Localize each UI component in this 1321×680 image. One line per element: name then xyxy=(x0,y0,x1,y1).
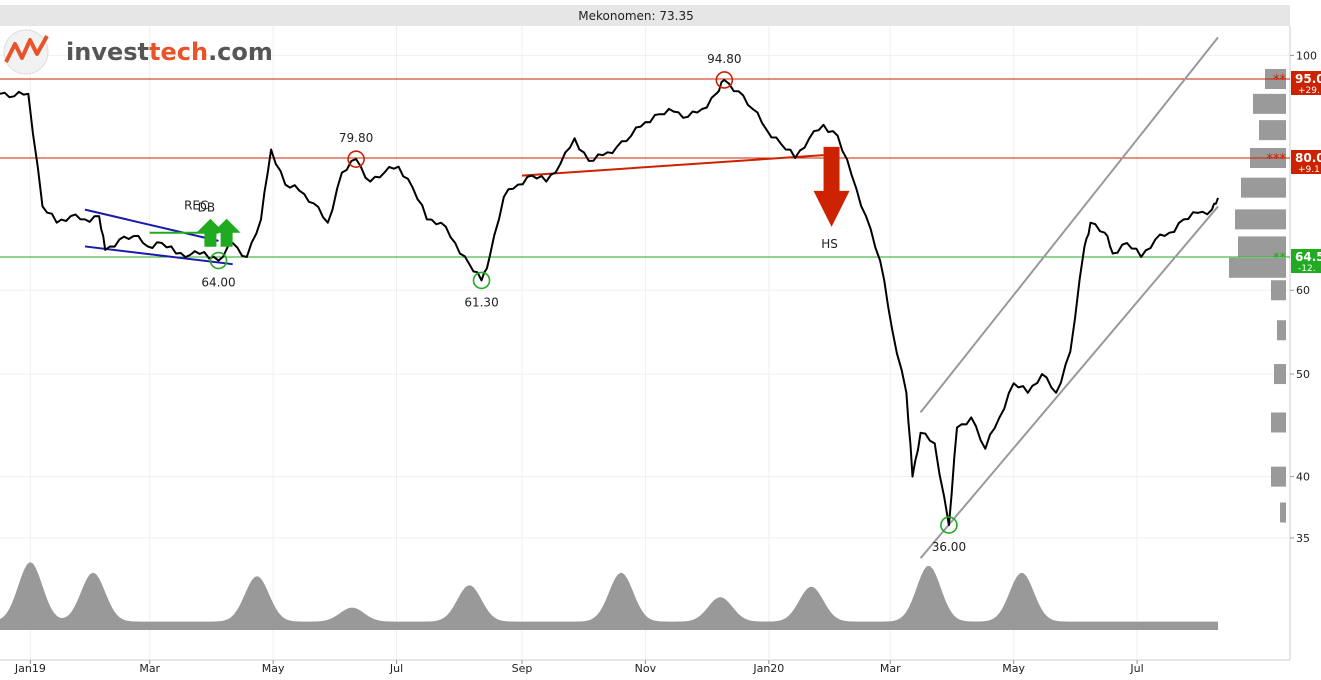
x-tick-label: Mar xyxy=(880,662,901,675)
level-value: 64.5 xyxy=(1295,250,1321,264)
volume-profile-bar xyxy=(1271,280,1286,301)
trend-lines xyxy=(84,36,1219,559)
svg-text:investtech.com: investtech.com xyxy=(66,38,273,66)
buy-signal-arrow-icon xyxy=(196,218,225,247)
trend-line xyxy=(84,245,233,266)
volume-profile-bar xyxy=(1238,236,1286,257)
sell-signal-arrow-icon xyxy=(813,146,850,227)
volume-profile-bar xyxy=(1229,257,1286,278)
level-stars: ** xyxy=(1273,251,1287,266)
x-tick-label: Jul xyxy=(1129,662,1143,675)
y-tick-label: 60 xyxy=(1296,284,1310,297)
x-tick-label: Nov xyxy=(635,662,657,675)
volume-profile-bar xyxy=(1277,320,1286,341)
y-tick-label: 100 xyxy=(1296,49,1317,62)
volume-profile-bar xyxy=(1280,502,1286,523)
level-value: 95.0 xyxy=(1295,72,1321,86)
level-change: -12. xyxy=(1298,264,1316,274)
chart-title: Mekonomen: 73.35 xyxy=(578,9,693,23)
x-tick-label: Sep xyxy=(512,662,533,675)
price-series xyxy=(0,79,1219,527)
grid-lines xyxy=(0,26,1290,660)
point-annotations: 64.00 79.80 61.30 94.80 36.00 xyxy=(201,52,966,554)
extreme-point-marker xyxy=(347,150,365,168)
price-line xyxy=(0,79,1219,527)
trend-line xyxy=(521,154,824,177)
level-stars: ** xyxy=(1273,73,1287,88)
x-tick-label: Jan19 xyxy=(14,662,46,675)
y-tick-label: 50 xyxy=(1296,368,1310,381)
brand-logo: investtech.com xyxy=(3,29,273,75)
level-stars: *** xyxy=(1267,152,1287,167)
level-change: +29. xyxy=(1298,86,1320,96)
signal-label: REC xyxy=(184,199,208,213)
x-tick-label: Jan20 xyxy=(752,662,784,675)
extreme-point-label: 61.30 xyxy=(464,295,498,309)
y-axis: 100 60 50 40 35 xyxy=(1290,49,1317,545)
volume-profile-bar xyxy=(1274,364,1286,385)
level-badge xyxy=(1291,149,1321,174)
volume-profile-bar xyxy=(1241,177,1286,198)
signal-label: DB xyxy=(198,201,215,215)
trend-line xyxy=(919,205,1219,559)
volume-profile-bar xyxy=(1253,93,1286,114)
volume-profile-bar xyxy=(1259,120,1286,141)
brand-name-accent: tech xyxy=(149,38,208,66)
level-badge xyxy=(1291,249,1321,273)
investtech-logo-icon xyxy=(3,29,49,75)
extreme-point-marker xyxy=(472,271,491,290)
signal-label: HS xyxy=(821,237,838,251)
brand-name-suffix: .com xyxy=(208,38,273,66)
level-badge xyxy=(1291,71,1321,95)
extreme-point-marker xyxy=(209,251,228,270)
extreme-point-label: 36.00 xyxy=(932,540,966,554)
extreme-point-label: 79.80 xyxy=(339,131,373,145)
trend-line xyxy=(919,36,1219,414)
x-axis: Jan19 Mar May Jul Sep Nov Jan20 Mar May Jul xyxy=(14,660,1144,675)
extreme-point-marker xyxy=(715,71,734,89)
volume-profile-bar xyxy=(1235,209,1286,230)
y-tick-label: 40 xyxy=(1296,471,1310,484)
extreme-point-label: 64.00 xyxy=(201,276,235,290)
x-tick-label: May xyxy=(1002,662,1025,675)
x-tick-label: Jul xyxy=(389,662,403,675)
extreme-point-marker xyxy=(940,516,958,534)
y-tick-label: 35 xyxy=(1296,532,1310,545)
brand-name-dark: invest xyxy=(66,38,149,66)
level-change: +9.1 xyxy=(1298,165,1320,175)
volume-area xyxy=(0,562,1218,630)
extreme-point-label: 94.80 xyxy=(707,52,741,66)
volume-area-shape xyxy=(0,562,1218,630)
volume-profile-bar xyxy=(1271,412,1286,433)
level-value: 80.0 xyxy=(1295,151,1321,165)
volume-profile-bar xyxy=(1271,466,1286,487)
volume-profile xyxy=(1229,69,1286,523)
x-tick-label: Mar xyxy=(139,662,160,675)
x-tick-label: May xyxy=(262,662,285,675)
buy-signal-arrow-icon xyxy=(212,218,241,247)
chart-title-bar xyxy=(0,5,1290,26)
trend-line xyxy=(84,208,219,242)
